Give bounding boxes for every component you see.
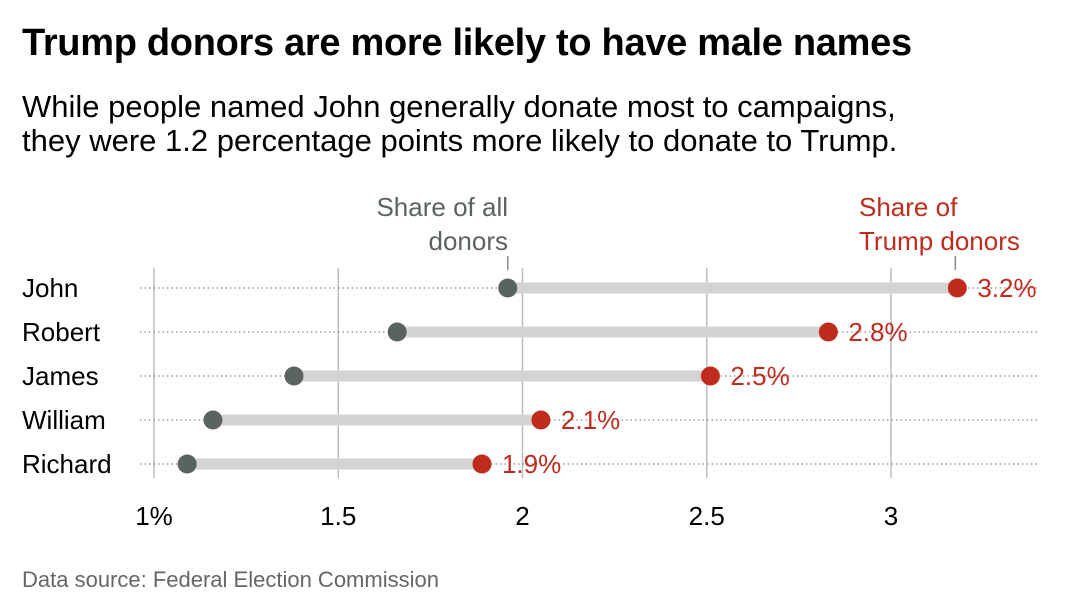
trump-value-label: 2.5%: [730, 361, 789, 391]
trump-donors-annotation-line-2: Trump donors: [859, 226, 1020, 256]
x-tick-label: 1%: [135, 501, 173, 531]
all-donors-point: [284, 366, 304, 386]
subtitle-line-2: they were 1.2 percentage points more lik…: [22, 123, 898, 158]
all-donors-point: [498, 278, 518, 298]
trump-donors-point: [531, 410, 551, 430]
category-label: James: [22, 361, 99, 391]
trump-donors-point: [818, 322, 838, 342]
x-tick-label: 2.5: [689, 501, 725, 531]
trump-value-label: 2.1%: [561, 405, 620, 435]
trump-value-label: 1.9%: [502, 449, 561, 479]
trump-donors-point: [472, 454, 492, 474]
all-donors-point: [387, 322, 407, 342]
category-label: Robert: [22, 317, 101, 347]
category-label: Richard: [22, 449, 112, 479]
x-tick-label: 2: [515, 501, 529, 531]
chart-subtitle: While people named John generally donate…: [22, 90, 1062, 158]
x-tick-label: 1.5: [320, 501, 356, 531]
category-label: William: [22, 405, 106, 435]
category-label: John: [22, 273, 78, 303]
trump-donors-annotation-line-1: Share of: [859, 192, 958, 222]
subtitle-line-1: While people named John generally donate…: [22, 89, 896, 124]
trump-value-label: 3.2%: [977, 273, 1036, 303]
trump-donors-point: [947, 278, 967, 298]
x-tick-label: 3: [884, 501, 898, 531]
trump-donors-point: [700, 366, 720, 386]
all-donors-point: [177, 454, 197, 474]
chart-title: Trump donors are more likely to have mal…: [22, 22, 912, 64]
all-donors-annotation-line-2: donors: [429, 226, 509, 256]
trump-value-label: 2.8%: [848, 317, 907, 347]
all-donors-point: [203, 410, 223, 430]
all-donors-annotation-line-1: Share of all: [376, 192, 508, 222]
data-source: Data source: Federal Election Commission: [22, 567, 439, 592]
